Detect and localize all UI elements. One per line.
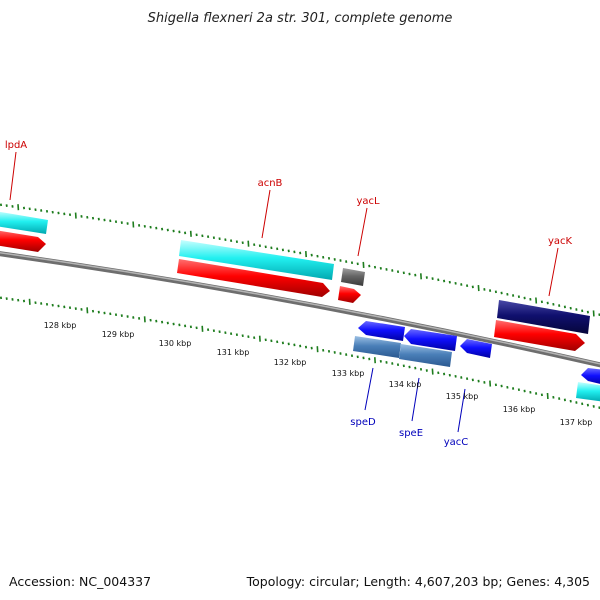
gene-speE-rna-bar[interactable]: [399, 344, 452, 367]
gene-lpdA-rna-bar[interactable]: [0, 211, 48, 234]
gene-yacK-rna-bar[interactable]: [497, 300, 590, 334]
accession-text: Accession: NC_004337: [9, 574, 151, 589]
gene-labels: lpdA acnB yacL yacK speD speE yacC: [5, 140, 573, 448]
gene-yacL-rna-bar[interactable]: [341, 268, 365, 286]
genome-summary-text: Topology: circular; Length: 4,607,203 bp…: [246, 574, 590, 589]
gene-label-yacC[interactable]: yacC: [444, 437, 469, 448]
gene-label-speD[interactable]: speD: [350, 417, 376, 428]
gene-yacL-cds-arrow[interactable]: [338, 286, 361, 303]
gene-speD-rna-bar[interactable]: [353, 336, 401, 358]
kbp-label: 134 kbp: [389, 380, 422, 389]
leader-acnB: [261, 189, 271, 239]
gene-yacK-cds-arrow[interactable]: [494, 320, 585, 351]
gene-label-acnB[interactable]: acnB: [258, 178, 283, 189]
outer-tick-row: [0, 203, 600, 317]
kbp-label: 137 kbp: [560, 418, 593, 427]
gene-acnB-cds-arrow[interactable]: [177, 259, 330, 297]
gene-edge-rna-bar[interactable]: [576, 382, 600, 402]
gene-speE-cds-arrow[interactable]: [404, 329, 457, 351]
reverse-strand-features: [353, 321, 600, 402]
gene-speD-cds-arrow[interactable]: [358, 321, 405, 341]
gene-label-lpdA[interactable]: lpdA: [5, 140, 27, 151]
gene-edge-reverse-cds-arrow[interactable]: [581, 368, 600, 385]
kbp-label: 133 kbp: [332, 369, 365, 378]
map-title: Shigella flexneri 2a str. 301, complete …: [148, 11, 453, 26]
kbp-label: 130 kbp: [159, 339, 192, 348]
kbp-label: 128 kbp: [44, 321, 77, 330]
gene-yacC-cds-arrow[interactable]: [460, 339, 492, 358]
leader-yacC: [457, 388, 466, 433]
inner-tick-row: [0, 296, 600, 410]
leader-yacL: [357, 207, 368, 257]
leader-yacK: [548, 247, 559, 297]
leader-speD: [364, 367, 374, 411]
gene-label-yacK[interactable]: yacK: [548, 236, 573, 247]
genome-backbone: [0, 251, 600, 368]
kbp-label: 129 kbp: [102, 330, 135, 339]
gene-acnB-rna-bar[interactable]: [179, 240, 334, 280]
position-labels: 128 kbp 129 kbp 130 kbp 131 kbp 132 kbp …: [44, 321, 593, 427]
gene-label-yacL[interactable]: yacL: [356, 196, 380, 207]
kbp-label: 131 kbp: [217, 348, 250, 357]
kbp-label: 135 kbp: [446, 392, 479, 401]
gene-label-speE[interactable]: speE: [399, 428, 423, 439]
kbp-label: 136 kbp: [503, 405, 536, 414]
label-leaders: [9, 151, 559, 433]
gene-lpdA-cds-arrow[interactable]: [0, 230, 46, 252]
leader-lpdA: [9, 151, 17, 201]
forward-strand-features: [0, 211, 590, 351]
leader-speE: [411, 377, 420, 422]
kbp-label: 132 kbp: [274, 358, 307, 367]
genome-backbone-highlight: [0, 251, 600, 365]
